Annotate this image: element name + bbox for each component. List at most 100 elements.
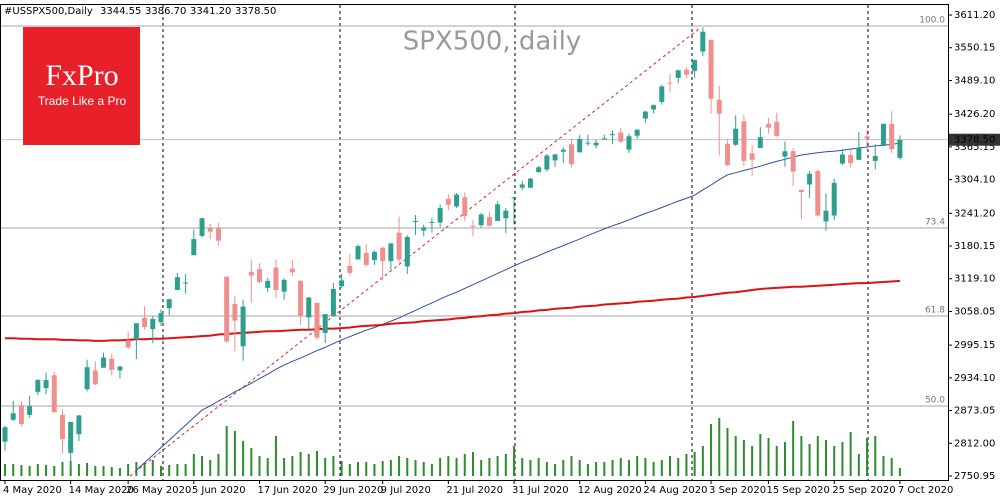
volume-bar bbox=[595, 462, 598, 476]
volume-bar bbox=[726, 428, 729, 476]
volume-bar bbox=[808, 444, 811, 476]
volume-bar bbox=[315, 451, 318, 476]
candle-body bbox=[224, 276, 230, 342]
volume-bar bbox=[225, 426, 228, 476]
y-tick-label: 2812.00 bbox=[954, 438, 995, 449]
candle-body bbox=[380, 247, 386, 262]
x-tick-label: 26 May 2020 bbox=[126, 485, 191, 496]
candle-body bbox=[815, 171, 821, 216]
candle-body bbox=[536, 167, 542, 173]
candle-body bbox=[35, 380, 41, 392]
volume-bar bbox=[77, 464, 80, 476]
x-tick-label: 14 May 2020 bbox=[69, 485, 134, 496]
volume-bar bbox=[882, 456, 885, 476]
candle-body bbox=[298, 280, 304, 316]
candle-body bbox=[281, 279, 287, 292]
candle-body bbox=[519, 184, 525, 188]
volume-bar bbox=[242, 441, 245, 476]
volume-bar bbox=[496, 456, 499, 476]
volume-bar bbox=[783, 442, 786, 476]
candle-body bbox=[544, 155, 550, 170]
volume-bar bbox=[513, 446, 516, 476]
candle-body bbox=[848, 154, 854, 164]
volume-bar bbox=[45, 465, 48, 476]
volume-bar bbox=[422, 462, 425, 476]
volume-bar bbox=[20, 465, 23, 476]
x-tick-label: 17 Jun 2020 bbox=[258, 485, 318, 496]
period-separators bbox=[162, 5, 869, 480]
candle-body bbox=[142, 317, 148, 328]
x-tick-label: 15 Sep 2020 bbox=[767, 485, 830, 496]
candle-body bbox=[18, 405, 24, 425]
volume-bar bbox=[4, 464, 6, 476]
fib-label: 61.8 bbox=[925, 306, 945, 316]
candle-body bbox=[683, 69, 689, 75]
volume-bar bbox=[127, 464, 130, 476]
y-tick-label: 3241.20 bbox=[954, 208, 995, 219]
candle-body bbox=[330, 288, 336, 316]
candle-body bbox=[675, 70, 681, 78]
candle-body bbox=[445, 198, 451, 205]
volume-bar bbox=[110, 467, 113, 476]
volume-bar bbox=[603, 462, 606, 476]
candle-body bbox=[618, 132, 624, 142]
volume-bar bbox=[151, 460, 154, 476]
volume-bar bbox=[12, 464, 15, 476]
candle-body bbox=[396, 232, 402, 260]
y-tick-label: 3304.10 bbox=[954, 175, 995, 186]
volume-bar bbox=[701, 446, 704, 476]
candle-body bbox=[150, 318, 156, 330]
volume-bar bbox=[652, 462, 655, 476]
x-tick-label: 5 Jun 2020 bbox=[192, 485, 246, 496]
candle-body bbox=[774, 121, 780, 137]
candle-body bbox=[92, 370, 98, 385]
candle-body bbox=[659, 86, 665, 102]
volume-bar bbox=[159, 466, 162, 476]
candle-body bbox=[651, 105, 657, 110]
candle-body bbox=[363, 253, 369, 265]
candle-body bbox=[125, 340, 131, 348]
y-tick-label: 3180.15 bbox=[954, 241, 995, 252]
candle-body bbox=[872, 156, 878, 161]
candle-body bbox=[133, 323, 139, 340]
candle-body bbox=[191, 239, 197, 256]
candle-body bbox=[757, 137, 763, 149]
moving-average bbox=[5, 279, 900, 342]
volume-bar bbox=[307, 454, 310, 476]
candle-body bbox=[724, 143, 730, 166]
candle-body bbox=[708, 39, 714, 99]
volume-bar bbox=[669, 456, 672, 476]
candle-body bbox=[552, 154, 558, 161]
header-open: 3344.55 bbox=[100, 6, 141, 17]
volume-bar bbox=[389, 460, 392, 476]
volume-bar bbox=[381, 461, 384, 476]
volume-bar bbox=[767, 438, 770, 476]
x-tick-label: 7 Oct 2020 bbox=[898, 485, 953, 496]
y-tick-label: 3489.10 bbox=[954, 75, 995, 86]
candle-body bbox=[889, 123, 895, 150]
candle-body bbox=[766, 123, 772, 128]
candle-body bbox=[864, 136, 870, 139]
x-tick-label: 29 Jun 2020 bbox=[323, 485, 383, 496]
volume-bar bbox=[471, 452, 474, 476]
x-tick-label: 24 Aug 2020 bbox=[643, 485, 707, 496]
chart-title: SPX500, daily bbox=[403, 27, 581, 57]
volume-bar bbox=[233, 431, 236, 476]
volume-bar bbox=[28, 466, 31, 476]
candle-body bbox=[339, 280, 345, 287]
candle-body bbox=[101, 357, 107, 368]
candle-body bbox=[700, 31, 706, 52]
volume-bar bbox=[192, 454, 195, 476]
volume-bar bbox=[357, 462, 360, 476]
volume-bar bbox=[898, 468, 901, 476]
logo-box bbox=[23, 27, 140, 145]
volume-bar bbox=[36, 464, 39, 476]
volume-bar bbox=[61, 462, 64, 476]
candle-body bbox=[897, 139, 903, 158]
candle-body bbox=[437, 208, 443, 223]
candle-body bbox=[421, 227, 427, 231]
candle-body bbox=[215, 228, 221, 241]
candle-body bbox=[59, 414, 65, 440]
price-label: 3378.50 bbox=[954, 135, 995, 146]
volume-bar bbox=[890, 458, 893, 476]
